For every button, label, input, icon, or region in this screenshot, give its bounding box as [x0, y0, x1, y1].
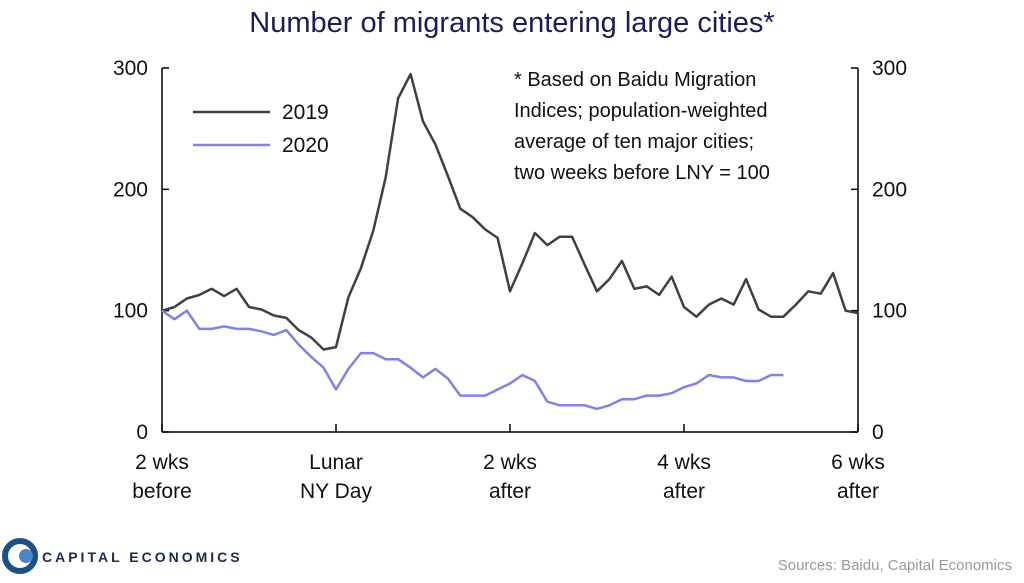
chart-title: Number of migrants entering large cities…	[249, 7, 774, 39]
x-tick-label: 2 wks after	[483, 451, 537, 503]
series-line	[161, 72, 859, 351]
annotation: * Based on Baidu Migration	[514, 69, 756, 91]
y-tick-label: 300	[113, 57, 148, 80]
legend-label: 2020	[282, 134, 329, 157]
x-tick-label: 6 wks after	[831, 451, 885, 503]
y2-tick-label: 300	[872, 57, 907, 80]
annotation: two weeks before LNY = 100	[514, 162, 770, 184]
x-tick-label: 4 wks after	[657, 451, 711, 503]
y-tick-label: 100	[113, 300, 148, 323]
y2-tick-label: 200	[872, 178, 907, 201]
source: Sources: Baidu, Capital Economics	[778, 557, 1012, 574]
annotation: Indices; population-weighted	[514, 100, 768, 122]
brand: CAPITAL ECONOMICS	[42, 549, 243, 565]
x-tick-label: 2 wks before	[132, 451, 192, 503]
series-line	[161, 309, 784, 411]
legend-label: 2019	[282, 101, 329, 124]
logo-ring	[2, 538, 38, 574]
y2-tick-label: 0	[872, 421, 884, 444]
y-tick-label: 0	[136, 421, 148, 444]
y-tick-label: 200	[113, 178, 148, 201]
x-tick-label: Lunar NY Day	[300, 451, 372, 503]
y2-tick-label: 100	[872, 300, 907, 323]
annotation: average of ten major cities;	[514, 131, 754, 153]
logo	[2, 538, 38, 574]
logo-dot	[19, 549, 33, 563]
